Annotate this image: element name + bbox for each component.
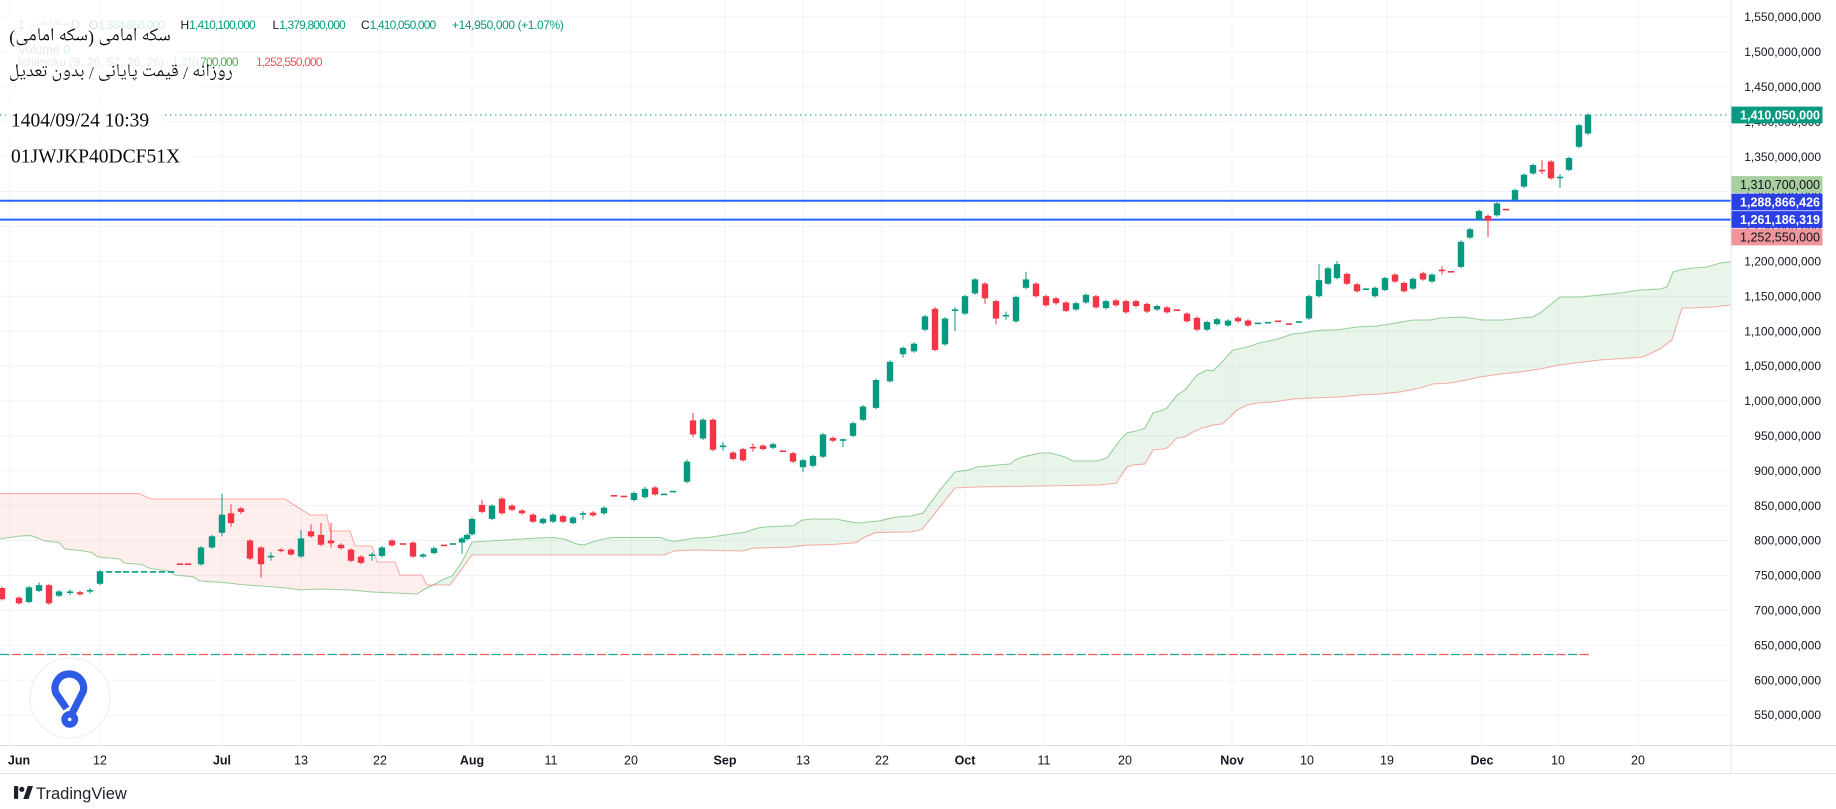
- svg-text:800,000,000: 800,000,000: [1754, 534, 1821, 548]
- svg-text:10: 10: [1551, 754, 1565, 768]
- svg-text:Dec: Dec: [1471, 754, 1494, 768]
- svg-text:1,550,000,000: 1,550,000,000: [1744, 10, 1821, 24]
- svg-text:1,100,000,000: 1,100,000,000: [1744, 324, 1821, 338]
- svg-text:750,000,000: 750,000,000: [1754, 569, 1821, 583]
- svg-text:Aug: Aug: [460, 754, 484, 768]
- svg-text:13: 13: [294, 754, 308, 768]
- svg-text:900,000,000: 900,000,000: [1754, 464, 1821, 478]
- svg-text:1,252,550,000: 1,252,550,000: [1740, 230, 1820, 244]
- svg-text:550,000,000: 550,000,000: [1754, 708, 1821, 722]
- svg-text:11: 11: [1038, 754, 1051, 768]
- svg-text:Jul: Jul: [213, 754, 231, 768]
- svg-text:1,310,700,000: 1,310,700,000: [1740, 178, 1820, 192]
- svg-text:1,350,000,000: 1,350,000,000: [1744, 150, 1821, 164]
- svg-text:700,000,000: 700,000,000: [1754, 604, 1821, 618]
- svg-text:L1,379,800,000: L1,379,800,000: [273, 18, 347, 32]
- svg-text:TradingView: TradingView: [36, 785, 127, 803]
- svg-text:1,150,000,000: 1,150,000,000: [1744, 289, 1821, 303]
- svg-text:01JWJKP40DCF51X: 01JWJKP40DCF51X: [11, 147, 180, 168]
- svg-text:1,050,000,000: 1,050,000,000: [1744, 359, 1821, 373]
- svg-text:1,450,000,000: 1,450,000,000: [1744, 80, 1821, 94]
- svg-text:1,288,866,426: 1,288,866,426: [1740, 195, 1820, 209]
- svg-text:20: 20: [624, 754, 638, 768]
- svg-text:+14,950,000 (+1.07%): +14,950,000 (+1.07%): [452, 18, 564, 32]
- svg-text:12: 12: [93, 754, 107, 768]
- svg-text:Oct: Oct: [955, 754, 977, 768]
- svg-text:650,000,000: 650,000,000: [1754, 638, 1821, 652]
- svg-text:22: 22: [373, 754, 387, 768]
- svg-text:13: 13: [796, 754, 810, 768]
- svg-text:10: 10: [1300, 754, 1314, 768]
- svg-text:1,410,050,000: 1,410,050,000: [1740, 108, 1820, 122]
- svg-text:1,200,000,000: 1,200,000,000: [1744, 255, 1821, 269]
- svg-text:1,500,000,000: 1,500,000,000: [1744, 45, 1821, 59]
- svg-text:H1,410,100,000: H1,410,100,000: [181, 18, 257, 32]
- svg-text:20: 20: [1631, 754, 1645, 768]
- svg-text:950,000,000: 950,000,000: [1754, 429, 1821, 443]
- svg-text:C1,410,050,000: C1,410,050,000: [361, 18, 437, 32]
- svg-text:1,000,000,000: 1,000,000,000: [1744, 394, 1821, 408]
- svg-text:1404/09/24 10:39: 1404/09/24 10:39: [11, 111, 149, 132]
- svg-text:19: 19: [1380, 754, 1394, 768]
- svg-text:850,000,000: 850,000,000: [1754, 499, 1821, 513]
- svg-text:20: 20: [1118, 754, 1132, 768]
- svg-text:Nov: Nov: [1220, 754, 1244, 768]
- svg-text:22: 22: [875, 754, 889, 768]
- svg-text:600,000,000: 600,000,000: [1754, 673, 1821, 687]
- svg-text:Jun: Jun: [8, 754, 30, 768]
- svg-text:11: 11: [545, 754, 558, 768]
- svg-text:1,252,550,000: 1,252,550,000: [256, 55, 323, 69]
- svg-text:1,261,186,319: 1,261,186,319: [1740, 213, 1820, 227]
- svg-text:Sep: Sep: [714, 754, 737, 768]
